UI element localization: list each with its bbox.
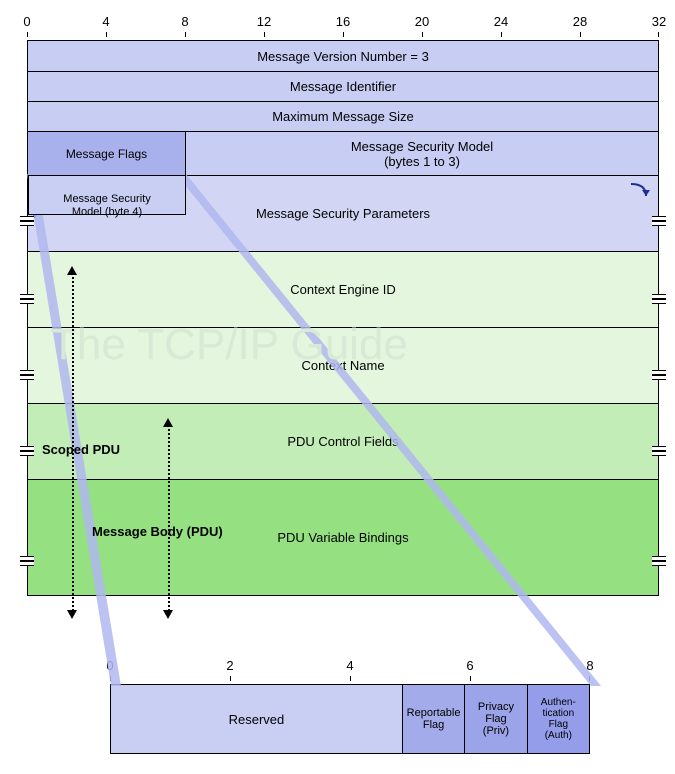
axis-tick-0: 0 [23, 14, 30, 29]
field-pdu-control: PDU Control Fields [287, 434, 398, 449]
break-mark [652, 556, 666, 566]
top-axis: 0 4 8 12 16 20 24 28 32 [27, 10, 659, 40]
break-mark [652, 216, 666, 226]
axis-tick-16: 16 [336, 14, 350, 29]
row-version: Message Version Number = 3 [28, 41, 658, 71]
field-pdu-bindings: PDU Variable Bindings [277, 530, 408, 545]
break-mark [20, 294, 34, 304]
axis-tick-32: 32 [652, 14, 666, 29]
break-mark [20, 556, 34, 566]
zoom-row: Reserved Reportable Flag Privacy Flag (P… [110, 684, 590, 754]
continuation-arrow-right [628, 178, 652, 202]
field-context-engine: Context Engine ID [290, 282, 396, 297]
row-secparams: Message Security Model (byte 4) Message … [28, 175, 658, 251]
axis-tick-20: 20 [415, 14, 429, 29]
zoom-auth-flag: Authen- tication Flag (Auth) [528, 685, 589, 753]
break-mark [652, 446, 666, 456]
diagram-container: 0 4 8 12 16 20 24 28 32 Message Version … [10, 10, 665, 764]
axis-tick-8: 8 [181, 14, 188, 29]
packet-structure-table: Message Version Number = 3 Message Ident… [27, 40, 659, 596]
row-flags-secmodel: Message Flags Message Security Model (by… [28, 131, 658, 175]
message-body-label: Message Body (PDU) [92, 524, 223, 539]
scoped-pdu-label: Scoped PDU [42, 442, 120, 457]
zoom-reportable-flag: Reportable Flag [403, 685, 465, 753]
break-mark [20, 446, 34, 456]
field-security-model-4: Message Security Model (byte 4) [28, 175, 186, 215]
row-context-engine: Context Engine ID [28, 251, 658, 327]
message-body-arrow [168, 422, 170, 615]
field-security-model-123: Message Security Model (bytes 1 to 3) [186, 139, 658, 169]
field-message-flags: Message Flags [28, 132, 186, 175]
axis-tick-12: 12 [257, 14, 271, 29]
message-flags-zoom: 0 2 4 6 8 Reserved Reportable Flag Priva… [110, 658, 590, 754]
axis-tick-4: 4 [102, 14, 109, 29]
break-mark [652, 370, 666, 380]
zoom-axis: 0 2 4 6 8 [110, 658, 590, 684]
axis-tick-24: 24 [494, 14, 508, 29]
field-context-name: Context Name [301, 358, 384, 373]
row-identifier: Message Identifier [28, 71, 658, 101]
field-identifier: Message Identifier [290, 79, 396, 94]
row-context-name: Context Name [28, 327, 658, 403]
field-version: Message Version Number = 3 [257, 49, 429, 64]
row-maxsize: Maximum Message Size [28, 101, 658, 131]
zoom-privacy-flag: Privacy Flag (Priv) [465, 685, 527, 753]
row-pdu-control: PDU Control Fields [28, 403, 658, 479]
axis-tick-28: 28 [573, 14, 587, 29]
field-maxsize: Maximum Message Size [272, 109, 414, 124]
zoom-reserved: Reserved [111, 685, 403, 753]
break-mark [652, 294, 666, 304]
break-mark [20, 370, 34, 380]
